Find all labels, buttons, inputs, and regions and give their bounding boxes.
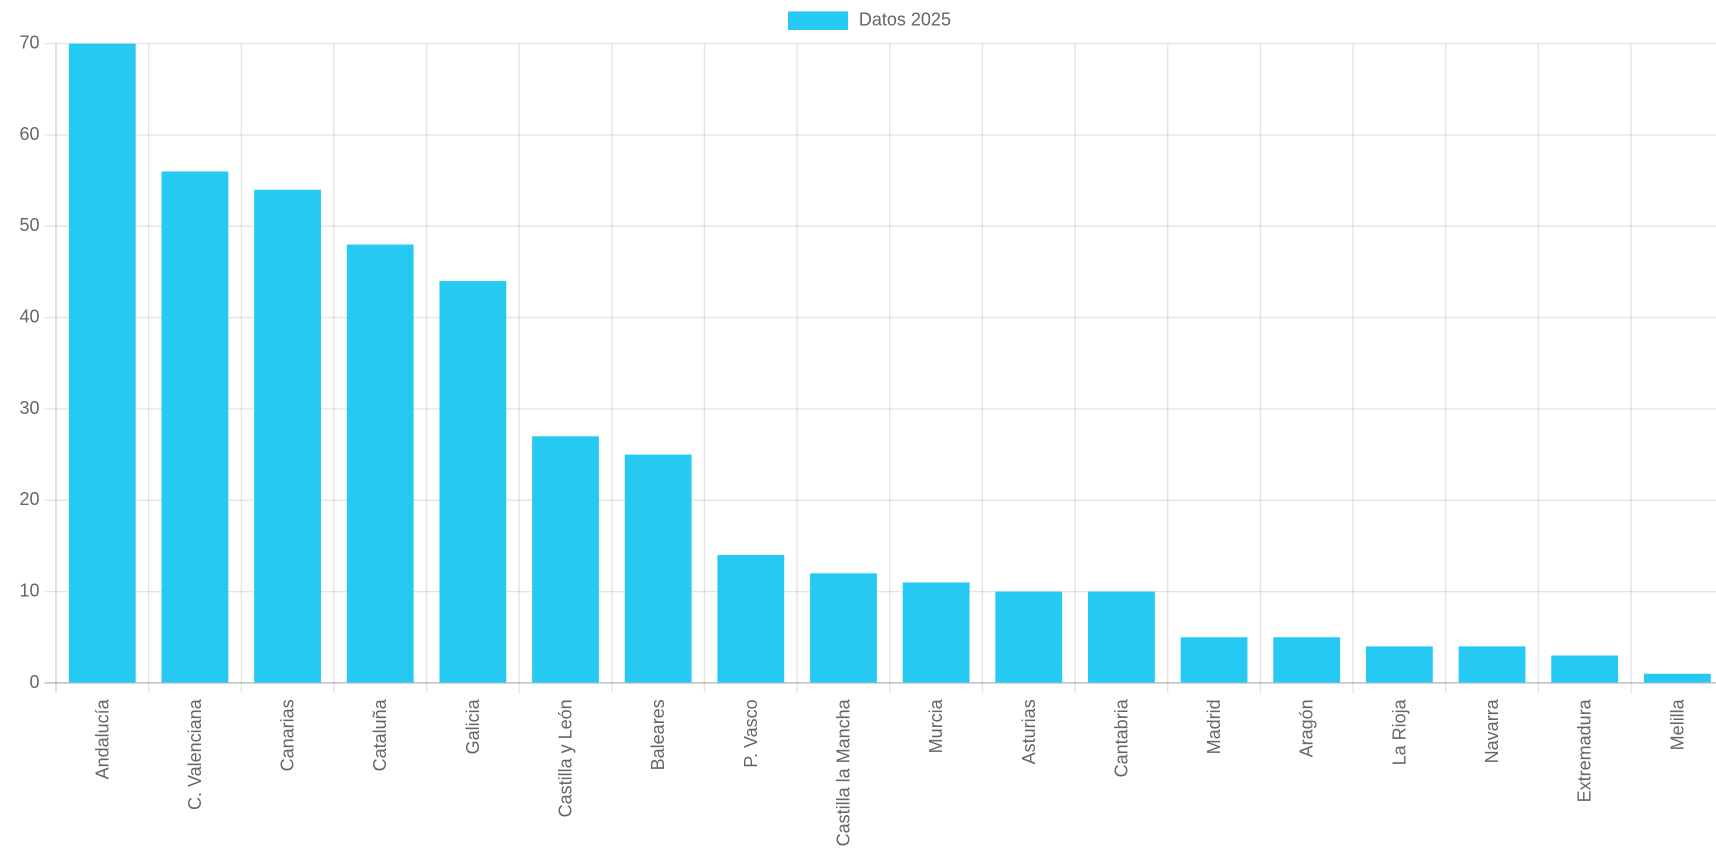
svg-text:Madrid: Madrid — [1204, 699, 1224, 754]
svg-text:0: 0 — [29, 672, 39, 692]
svg-text:10: 10 — [19, 580, 39, 600]
svg-text:Cataluña: Cataluña — [370, 698, 390, 771]
svg-text:50: 50 — [19, 215, 39, 235]
svg-text:P. Vasco: P. Vasco — [741, 699, 761, 767]
svg-text:Castilla y León: Castilla y León — [556, 699, 576, 817]
svg-text:40: 40 — [19, 306, 39, 326]
svg-text:C. Valenciana: C. Valenciana — [185, 698, 205, 810]
svg-text:20: 20 — [19, 489, 39, 509]
svg-text:Baleares: Baleares — [648, 699, 668, 770]
svg-text:La Rioja: La Rioja — [1389, 698, 1409, 765]
svg-text:Murcia: Murcia — [926, 698, 946, 753]
svg-text:Andalucía: Andalucía — [92, 698, 112, 779]
svg-text:30: 30 — [19, 398, 39, 418]
svg-text:Extremadura: Extremadura — [1575, 698, 1595, 802]
svg-text:60: 60 — [19, 124, 39, 144]
svg-text:Datos 2025: Datos 2025 — [859, 9, 951, 29]
svg-text:70: 70 — [19, 33, 39, 53]
svg-text:Navarra: Navarra — [1482, 698, 1502, 763]
svg-text:Canarias: Canarias — [278, 699, 298, 771]
svg-text:Cantabria: Cantabria — [1111, 698, 1131, 777]
svg-text:Galicia: Galicia — [463, 698, 483, 754]
svg-text:Asturias: Asturias — [1019, 699, 1039, 764]
svg-text:Aragón: Aragón — [1297, 699, 1317, 757]
svg-text:Melilla: Melilla — [1667, 698, 1687, 750]
svg-text:Castilla la Mancha: Castilla la Mancha — [833, 698, 853, 846]
